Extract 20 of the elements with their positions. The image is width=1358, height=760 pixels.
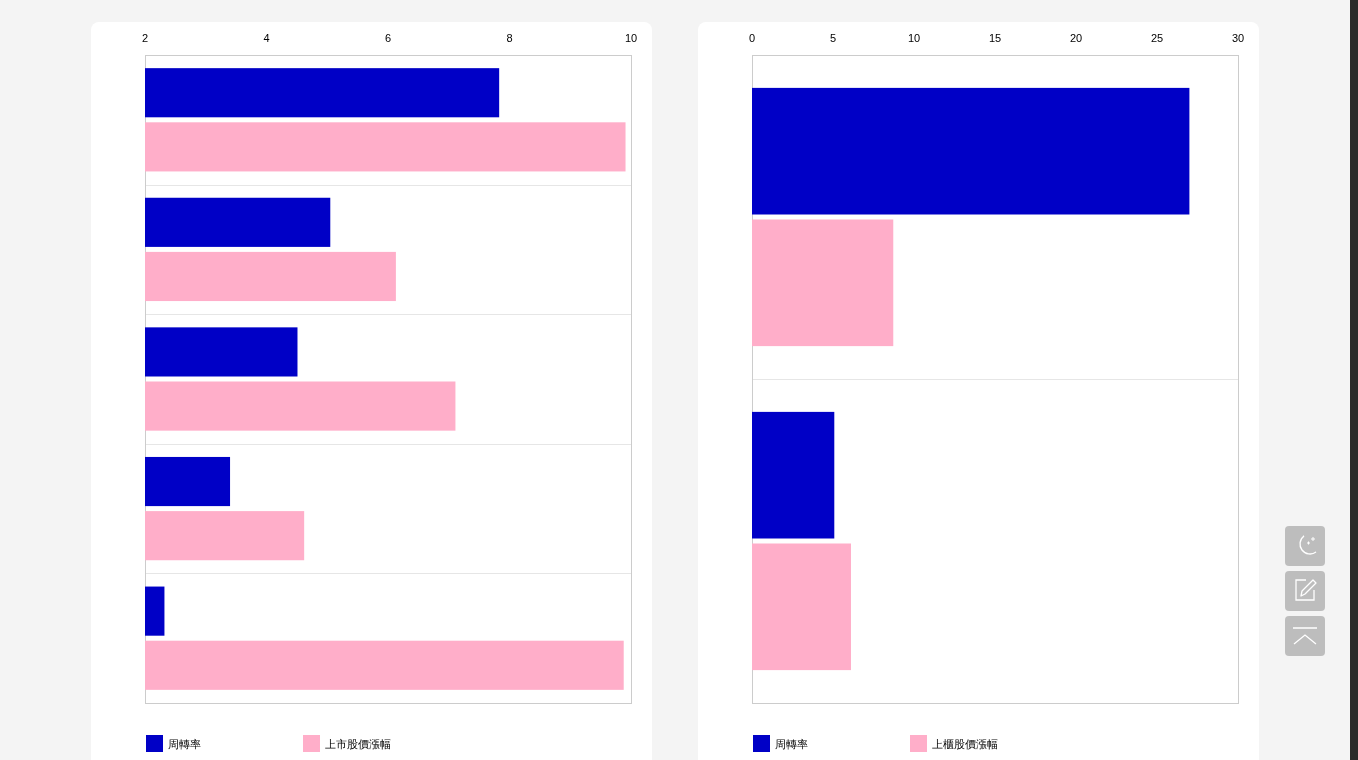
bar — [752, 87, 1190, 215]
x-tick-label: 10 — [907, 32, 921, 44]
bar — [752, 219, 894, 347]
x-tick-label: 10 — [624, 32, 638, 44]
x-tick-label: 15 — [988, 32, 1002, 44]
x-tick-label: 6 — [384, 32, 392, 44]
x-tick-label: 20 — [1069, 32, 1083, 44]
x-tick-label: 0 — [748, 32, 756, 44]
legend-label: 上櫃股價漲幅 — [932, 738, 998, 750]
x-tick-label: 2 — [141, 32, 149, 44]
x-tick-label: 25 — [1150, 32, 1164, 44]
bar — [752, 543, 851, 671]
legend-label: 上市股價漲幅 — [325, 738, 391, 750]
x-tick-label: 4 — [263, 32, 270, 44]
x-tick-label: 8 — [506, 32, 513, 44]
x-tick-label: 30 — [1231, 32, 1245, 44]
legend-label: 周轉率 — [168, 738, 201, 750]
bar — [752, 411, 835, 539]
x-tick-label: 5 — [829, 32, 837, 44]
legend-label: 周轉率 — [775, 738, 808, 750]
